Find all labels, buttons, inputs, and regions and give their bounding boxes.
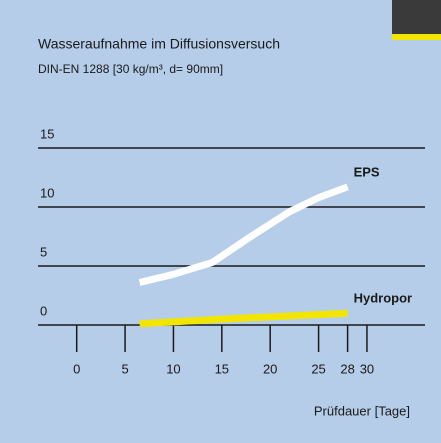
- x-tick-label: 30: [360, 361, 374, 376]
- x-tick-label: 10: [166, 361, 180, 376]
- series-label: Hydropor: [354, 291, 413, 306]
- chart-title: Wasseraufnahme im Diffusionsversuch: [38, 36, 280, 52]
- y-tick-label: 10: [40, 185, 54, 200]
- y-tick-label: 15: [40, 126, 54, 141]
- x-tick-label: 0: [73, 361, 80, 376]
- y-tick-label: 5: [40, 244, 47, 259]
- series-label: EPS: [354, 164, 380, 179]
- corner-stripe: [392, 34, 441, 40]
- chart-subtitle: DIN-EN 1288 [30 kg/m³, d= 90mm]: [38, 62, 223, 76]
- x-axis-label: Prüfdauer [Tage]: [314, 403, 410, 418]
- chart: Wasseraufnahme im Diffusionsversuch DIN-…: [0, 0, 441, 443]
- corner-image: [392, 0, 441, 34]
- y-tick-label: 0: [40, 303, 47, 318]
- x-tick-label: 15: [215, 361, 229, 376]
- x-tick-label: 5: [121, 361, 128, 376]
- x-tick-label: 20: [263, 361, 277, 376]
- x-tick-label: 25: [311, 361, 325, 376]
- x-tick-label: 28: [340, 361, 354, 376]
